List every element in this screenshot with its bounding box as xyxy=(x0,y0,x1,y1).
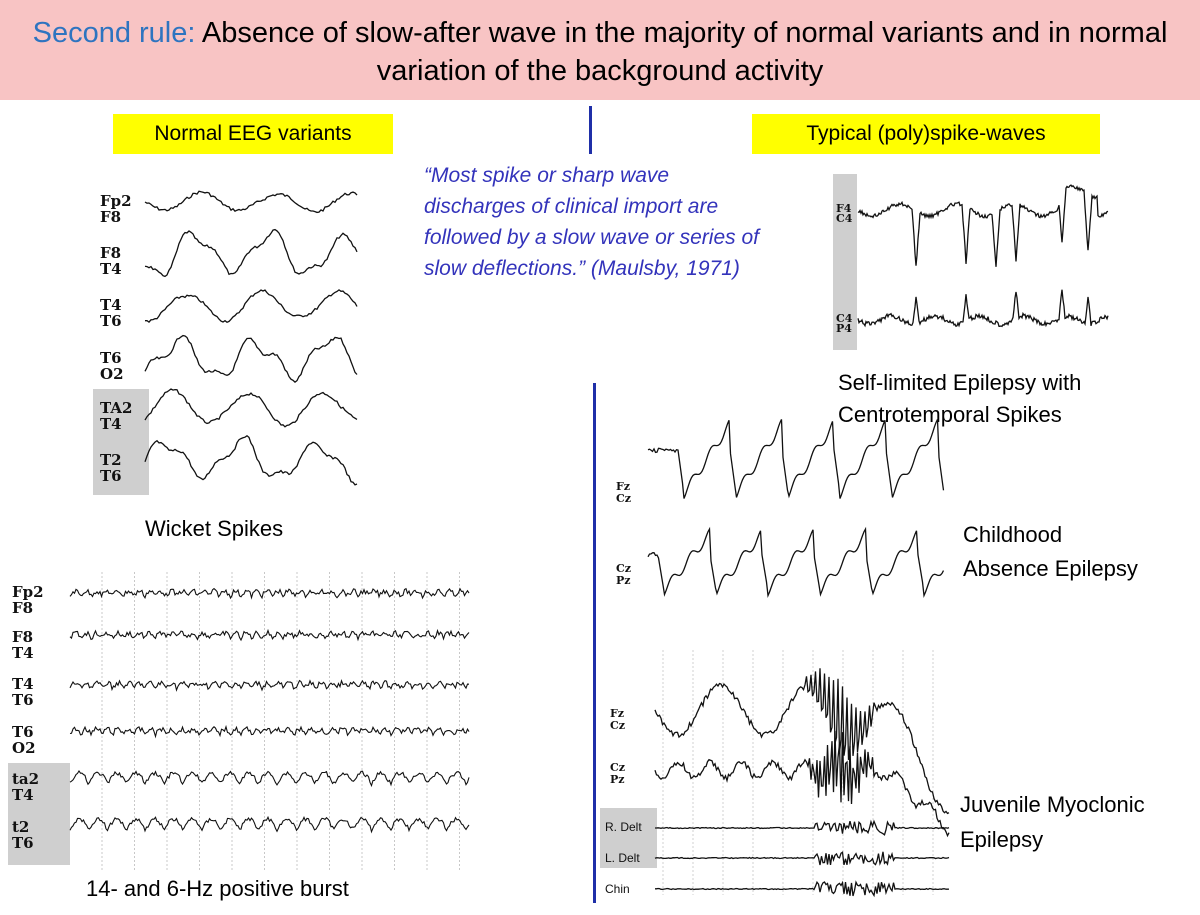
burst-trace-0 xyxy=(69,587,470,600)
jme-emg-label-2: Chin xyxy=(605,882,630,896)
channel-box-wicket xyxy=(93,389,149,495)
jme-trace-1 xyxy=(654,730,950,838)
cae-trace-0 xyxy=(647,419,945,499)
divider-lower xyxy=(593,383,596,903)
cae-1-label-top: Cz xyxy=(616,562,632,575)
burst-trace-2 xyxy=(69,679,470,692)
cae-1-label-bottom: Pz xyxy=(616,574,631,587)
bects-0-label-top: F4 xyxy=(836,202,852,215)
bects-caption-line2: Centrotemporal Spikes xyxy=(838,402,1062,427)
jme-emg-trace-1 xyxy=(654,851,950,866)
bects-1-label-bottom: P4 xyxy=(836,322,852,335)
cae-0-label-top: Fz xyxy=(616,480,631,493)
cae-caption-line1: Childhood xyxy=(963,522,1063,547)
channel-box-burst xyxy=(8,763,70,865)
burst-2-label-top: T4 xyxy=(12,675,34,693)
burst-5-label-top: t2 xyxy=(12,818,30,836)
burst-1-label-top: F8 xyxy=(12,628,34,646)
burst-2-label-bottom: T6 xyxy=(12,691,34,709)
maulsby-quote: “Most spike or sharp wave discharges of … xyxy=(424,164,759,280)
bects-caption-line1: Self-limited Epilepsy with xyxy=(838,370,1082,395)
burst-4-label-bottom: T4 xyxy=(12,786,34,804)
jme-trace-0 xyxy=(654,668,950,815)
rule-label: Second rule: xyxy=(32,17,196,49)
jme-0-label-top: Fz xyxy=(610,707,625,720)
wicket-5-label-bottom: T6 xyxy=(100,467,122,485)
wicket-trace-1 xyxy=(144,228,358,278)
burst-4-label-top: ta2 xyxy=(12,770,40,788)
jme-emg-trace-0 xyxy=(655,819,950,836)
cae-trace-1 xyxy=(647,526,945,598)
bects-trace-0 xyxy=(857,184,1109,267)
wicket-4-label-top: TA2 xyxy=(100,399,133,417)
positive-burst-caption: 14- and 6-Hz positive burst xyxy=(86,876,349,901)
burst-0-label-bottom: F8 xyxy=(12,599,34,617)
bects-0-label-bottom: C4 xyxy=(836,212,853,225)
channel-box-jme xyxy=(600,808,657,868)
jme-emg-label-0: R. Delt xyxy=(605,820,642,834)
burst-trace-4 xyxy=(69,769,470,788)
myoclonic-epilepsy-traces xyxy=(654,650,950,898)
wicket-trace-5 xyxy=(144,434,358,486)
wicket-2-label-bottom: T6 xyxy=(100,312,122,330)
wicket-2-label-top: T4 xyxy=(100,296,122,314)
wicket-3-label-top: T6 xyxy=(100,349,122,367)
wicket-spikes-traces xyxy=(144,190,358,486)
positive-burst-traces xyxy=(69,572,470,872)
wicket-3-label-bottom: O2 xyxy=(100,365,124,383)
wicket-trace-0 xyxy=(144,190,358,214)
burst-trace-5 xyxy=(69,815,470,834)
wicket-4-label-bottom: T4 xyxy=(100,415,122,433)
spike-waves-heading: Typical (poly)spike-waves xyxy=(752,114,1100,154)
jme-1-label-top: Cz xyxy=(610,761,626,774)
wicket-5-label-top: T2 xyxy=(100,451,122,469)
jme-emg-trace-2 xyxy=(655,880,950,898)
wicket-spikes-caption: Wicket Spikes xyxy=(145,516,284,541)
cae-0-label-bottom: Cz xyxy=(616,492,632,505)
rule-text: Absence of slow-after wave in the majori… xyxy=(195,17,1168,87)
wicket-0-label-top: Fp2 xyxy=(100,192,132,210)
burst-trace-3 xyxy=(69,724,470,739)
burst-0-label-top: Fp2 xyxy=(12,583,44,601)
jme-0-label-bottom: Cz xyxy=(610,719,626,732)
burst-5-label-bottom: T6 xyxy=(12,834,34,852)
jme-1-label-bottom: Pz xyxy=(610,773,625,786)
absence-epilepsy-traces xyxy=(647,419,945,598)
jme-caption-line1: Juvenile Myoclonic xyxy=(960,792,1145,817)
divider-upper xyxy=(589,106,592,154)
bects-trace-1 xyxy=(857,289,1109,328)
wicket-trace-2 xyxy=(144,289,358,324)
wicket-trace-4 xyxy=(144,388,358,428)
jme-caption-line2: Epilepsy xyxy=(960,827,1044,852)
bects-1-label-top: C4 xyxy=(836,312,853,325)
wicket-1-label-top: F8 xyxy=(100,244,122,262)
wicket-trace-3 xyxy=(144,334,358,383)
wicket-1-label-bottom: T4 xyxy=(100,260,122,278)
burst-3-label-bottom: O2 xyxy=(12,739,36,757)
burst-1-label-bottom: T4 xyxy=(12,644,34,662)
burst-trace-1 xyxy=(69,628,470,642)
channel-box-bects xyxy=(833,174,857,350)
bects-traces xyxy=(857,184,1109,328)
normal-variants-heading: Normal EEG variants xyxy=(113,114,393,154)
burst-3-label-top: T6 xyxy=(12,723,34,741)
title-banner: Second rule: Absence of slow-after wave … xyxy=(0,0,1200,100)
cae-caption-line2: Absence Epilepsy xyxy=(963,556,1138,581)
wicket-0-label-bottom: F8 xyxy=(100,208,122,226)
jme-emg-label-1: L. Delt xyxy=(605,851,640,865)
